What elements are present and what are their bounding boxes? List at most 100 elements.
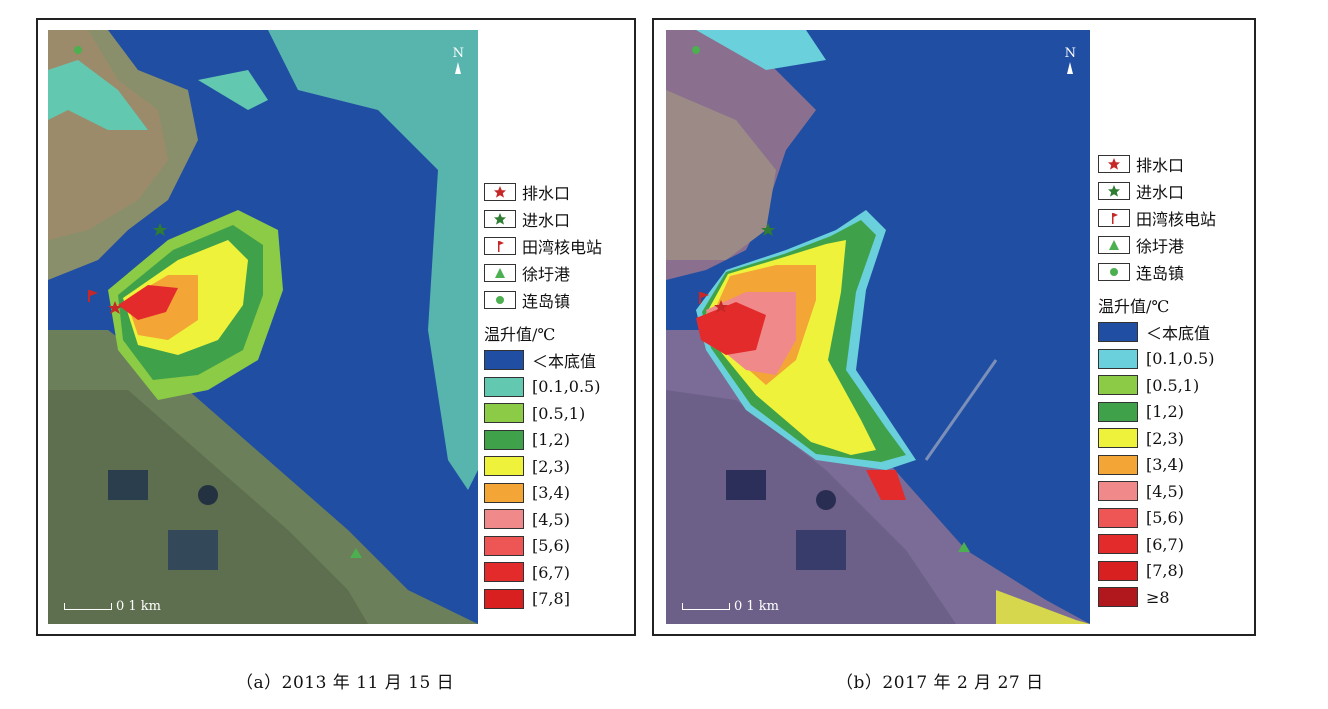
legend-class-label: [7,8) — [1146, 561, 1184, 581]
map-image-b — [666, 30, 1090, 624]
legend-class-item: [7,8] — [484, 586, 634, 613]
legend-item-plant: 田湾核电站 — [1098, 204, 1248, 231]
legend-class-item: ＜本底值 — [1098, 319, 1248, 346]
legend-class-item: [0.1,0.5) — [1098, 346, 1248, 373]
color-swatch — [484, 376, 524, 397]
legend-class-item: [5,6) — [1098, 505, 1248, 532]
legend-class-label: [5,6) — [532, 536, 570, 556]
red-star-icon — [494, 185, 506, 198]
legend-label: 进水口 — [522, 210, 571, 230]
legend-class-item: [1,2) — [484, 427, 634, 454]
legend-item-intake: 进水口 — [1098, 177, 1248, 204]
legend-title: 温升值/℃ — [1098, 297, 1170, 316]
map-panel-a: N 0 1 km 排水口 进水口 田湾核电站 徐圩港 连岛镇 温升值/℃ ＜本底… — [36, 18, 636, 636]
color-swatch — [484, 588, 524, 609]
color-swatch — [484, 403, 524, 424]
color-swatch — [484, 562, 524, 583]
legend-class-item: [2,3) — [484, 453, 634, 480]
legend-class-label: [0.1,0.5) — [532, 377, 601, 397]
north-label: N — [1064, 46, 1076, 61]
flag-icon — [498, 240, 504, 252]
color-swatch — [1098, 560, 1138, 581]
color-swatch — [484, 350, 524, 371]
color-swatch — [1098, 428, 1138, 449]
legend-class-label: ＜本底值 — [532, 352, 597, 372]
legend-item-outfall: 排水口 — [1098, 150, 1248, 177]
legend-b: 排水口 进水口 田湾核电站 徐圩港 连岛镇 温升值/℃ ＜本底值 [0.1,0.5… — [1098, 150, 1248, 611]
scale-label: 0 1 km — [734, 599, 780, 614]
legend-class-label: [6,7) — [532, 562, 570, 582]
legend-item-intake: 进水口 — [484, 205, 634, 232]
legend-class-item: ≥8 — [1098, 584, 1248, 611]
color-swatch — [484, 535, 524, 556]
legend-class-item: [2,3) — [1098, 425, 1248, 452]
color-swatch — [1098, 507, 1138, 528]
legend-class-item: [3,4) — [1098, 452, 1248, 479]
color-swatch — [1098, 375, 1138, 396]
legend-class-item: [6,7) — [484, 559, 634, 586]
legend-class-label: [1,2) — [532, 430, 570, 450]
color-swatch — [1098, 322, 1138, 343]
green-star-icon — [494, 212, 506, 225]
legend-class-label: [3,4) — [1146, 455, 1184, 475]
legend-class-label: [1,2) — [1146, 402, 1184, 422]
color-swatch — [1098, 587, 1138, 608]
legend-label: 田湾核电站 — [1136, 209, 1217, 229]
legend-class-label: [0.1,0.5) — [1146, 349, 1215, 369]
legend-a: 排水口 进水口 田湾核电站 徐圩港 连岛镇 温升值/℃ ＜本底值 [0.1,0.5… — [484, 178, 634, 612]
legend-class-label: [2,3) — [532, 456, 570, 476]
legend-class-item: [4,5) — [1098, 478, 1248, 505]
north-label: N — [452, 46, 464, 61]
color-swatch — [484, 429, 524, 450]
legend-class-label: [2,3) — [1146, 428, 1184, 448]
flag-icon — [1112, 212, 1118, 224]
scale-bar: 0 1 km — [682, 599, 779, 614]
legend-title: 温升值/℃ — [484, 325, 556, 344]
legend-item-outfall: 排水口 — [484, 178, 634, 205]
thermal-map-b: N 0 1 km — [666, 30, 1090, 624]
legend-label: 田湾核电站 — [522, 237, 603, 257]
legend-class-item: [4,5) — [484, 506, 634, 533]
color-swatch — [1098, 401, 1138, 422]
caption-a: （a）2013 年 11 月 15 日 — [236, 673, 455, 693]
thermal-map-a: N 0 1 km — [48, 30, 478, 624]
legend-item-port: 徐圩港 — [484, 259, 634, 286]
color-swatch — [1098, 534, 1138, 555]
map-panel-b: N 0 1 km 排水口 进水口 田湾核电站 徐圩港 连岛镇 温升值/℃ ＜本底… — [652, 18, 1256, 636]
legend-class-item: [0.5,1) — [1098, 372, 1248, 399]
legend-item-port: 徐圩港 — [1098, 231, 1248, 258]
legend-label: 排水口 — [1136, 155, 1185, 175]
legend-classes: ＜本底值 [0.1,0.5) [0.5,1) [1,2) [2,3) [3,4) [4,5)… — [484, 347, 634, 612]
legend-class-label: [0.5,1) — [532, 403, 586, 423]
legend-class-item: [6,7) — [1098, 531, 1248, 558]
scale-bar: 0 1 km — [64, 599, 161, 614]
color-swatch — [484, 482, 524, 503]
red-star-icon — [1108, 157, 1120, 170]
legend-class-label: [4,5) — [532, 509, 570, 529]
legend-class-label: [4,5) — [1146, 481, 1184, 501]
legend-class-item: [0.1,0.5) — [484, 374, 634, 401]
legend-label: 连岛镇 — [1136, 263, 1185, 283]
legend-item-town: 连岛镇 — [484, 286, 634, 313]
green-dot-icon — [496, 295, 504, 304]
legend-item-town: 连岛镇 — [1098, 258, 1248, 285]
legend-label: 徐圩港 — [1136, 236, 1185, 256]
legend-classes: ＜本底值 [0.1,0.5) [0.5,1) [1,2) [2,3) [3,4) [4,5)… — [1098, 319, 1248, 611]
map-image-a — [48, 30, 478, 624]
legend-label: 排水口 — [522, 183, 571, 203]
legend-class-label: [6,7) — [1146, 534, 1184, 554]
legend-class-item: [0.5,1) — [484, 400, 634, 427]
caption-b: （b）2017 年 2 月 27 日 — [836, 673, 1044, 693]
color-swatch — [484, 456, 524, 477]
north-arrow-icon: N — [452, 46, 464, 74]
legend-class-item: ＜本底值 — [484, 347, 634, 374]
north-arrow-icon: N — [1064, 46, 1076, 74]
legend-class-label: ＜本底值 — [1146, 324, 1211, 344]
green-dot-icon — [1110, 267, 1118, 276]
green-star-icon — [1108, 184, 1120, 197]
legend-class-label: [0.5,1) — [1146, 375, 1200, 395]
legend-class-label: [5,6) — [1146, 508, 1184, 528]
color-swatch — [1098, 481, 1138, 502]
green-triangle-icon — [1109, 239, 1119, 250]
legend-class-item: [7,8) — [1098, 558, 1248, 585]
